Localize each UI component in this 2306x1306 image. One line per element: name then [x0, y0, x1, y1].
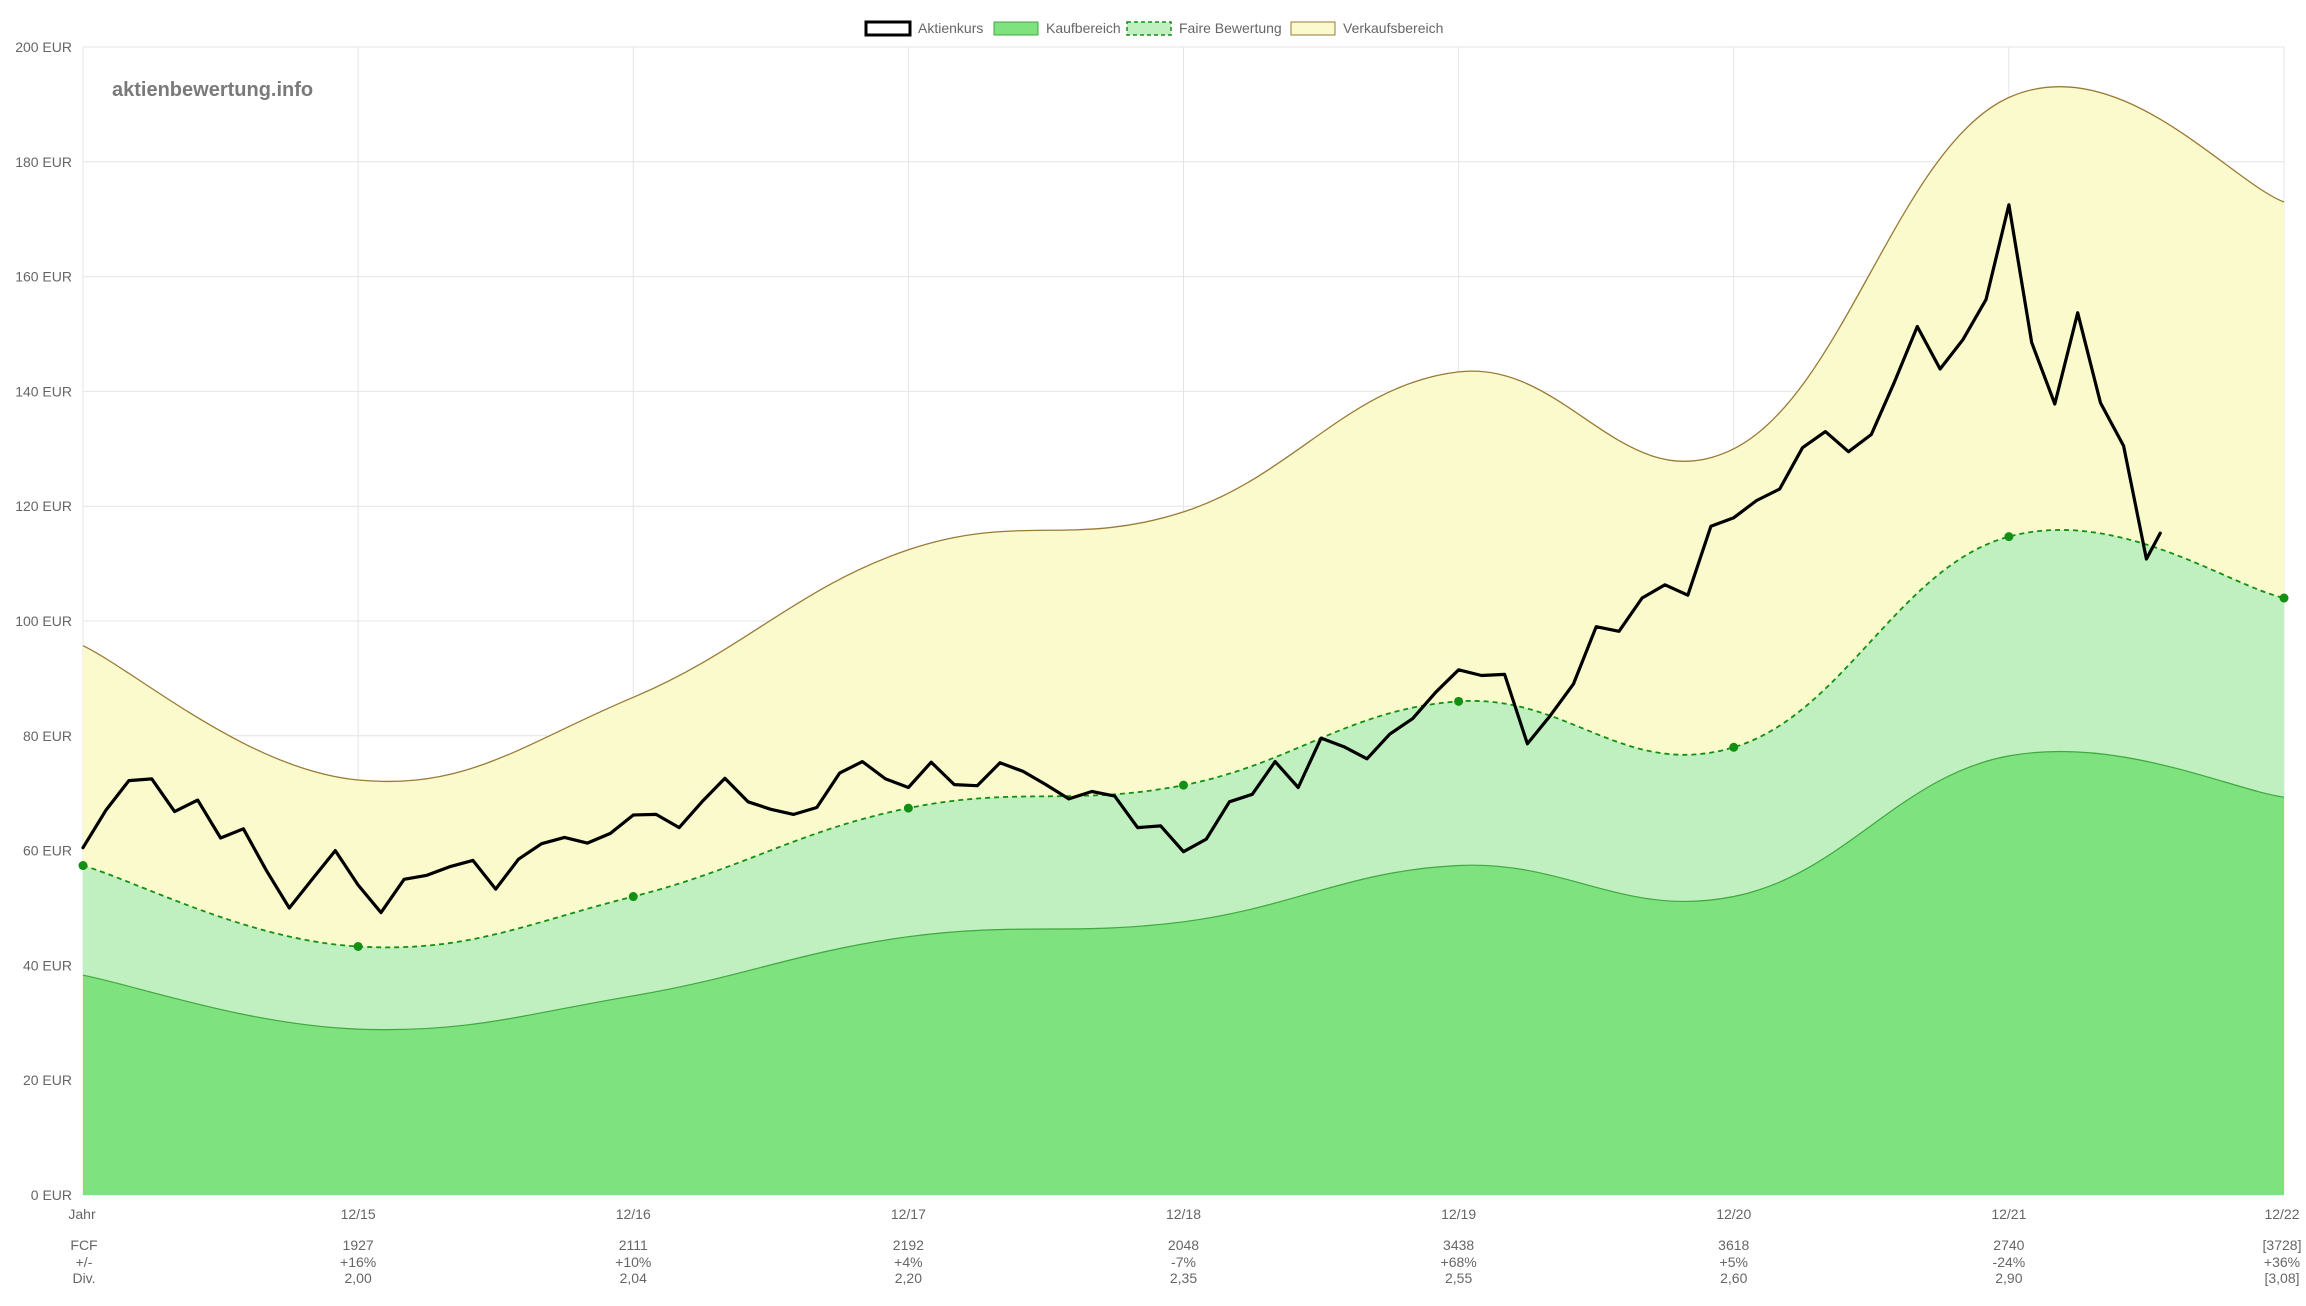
legend-swatch [1126, 21, 1172, 36]
x-tick-label: 12/16 [616, 1206, 651, 1222]
table-cell: 2,35 [1170, 1270, 1197, 1286]
x-tick-label: 12/17 [891, 1206, 926, 1222]
fair-value-point [903, 803, 913, 813]
table-cell: 2740 [1993, 1237, 2024, 1253]
point-layer [78, 532, 2289, 951]
table-cell: 2,00 [345, 1270, 372, 1286]
table-cell: +10% [615, 1254, 651, 1270]
legend-label: Verkaufsbereich [1343, 20, 1443, 36]
table-cell: 2,90 [1995, 1270, 2022, 1286]
y-tick-label: 120 EUR [15, 498, 72, 514]
y-tick-label: 100 EUR [15, 613, 72, 629]
table-cell: 1927 [343, 1237, 374, 1253]
fair-value-point [353, 941, 363, 951]
table-cell: [3728] [2263, 1237, 2302, 1253]
table-cell: 2,60 [1720, 1270, 1747, 1286]
table-cell: 2048 [1168, 1237, 1199, 1253]
legend-swatch [993, 21, 1039, 36]
table-cell: +16% [340, 1254, 376, 1270]
table-cell: 2,55 [1445, 1270, 1472, 1286]
x-tick-label: Jahr [68, 1206, 96, 1222]
buy-boundary-line [82, 750, 2285, 1031]
table-cell: +36% [2264, 1254, 2300, 1270]
y-tick-label: 20 EUR [23, 1072, 72, 1088]
table-cell: +4% [894, 1254, 922, 1270]
line-layer [81, 85, 2285, 1031]
y-tick-label: 80 EUR [23, 728, 72, 744]
fair-value-point [2004, 532, 2014, 542]
axis-layer: 0 EUR 20 EUR 40 EUR 60 EUR 80 EUR 100 EUR 120 … [15, 39, 2300, 1222]
legend-swatch [1290, 21, 1336, 36]
x-tick-label: 12/20 [1716, 1206, 1751, 1222]
fair-value-point [78, 861, 88, 871]
fair-value-point [1729, 742, 1739, 752]
legend: Aktienkurs Kaufbereich Faire Bewertung Verk… [864, 20, 1443, 37]
x-tick-label: 12/19 [1441, 1206, 1476, 1222]
table-cell: 3438 [1443, 1237, 1474, 1253]
fair-value-point [1179, 780, 1188, 790]
fair-value-point [1454, 696, 1464, 706]
y-tick-label: 40 EUR [23, 957, 72, 973]
table-cell: +68% [1441, 1254, 1477, 1270]
table-cell: +5% [1720, 1254, 1748, 1270]
y-tick-label: 0 EUR [31, 1187, 72, 1203]
x-tick-label: 12/18 [1166, 1206, 1201, 1222]
y-tick-label: 200 EUR [15, 39, 72, 55]
x-tick-label: 12/15 [341, 1206, 376, 1222]
x-tick-label: 12/22 [2264, 1206, 2299, 1222]
y-tick-label: 160 EUR [15, 269, 72, 285]
watermark-text: aktienbewertung.info [112, 79, 313, 101]
table-cell: 2111 [619, 1237, 648, 1253]
y-tick-label: 60 EUR [23, 843, 72, 859]
legend-label: Kaufbereich [1046, 20, 1121, 36]
table-cell: 2,20 [895, 1270, 922, 1286]
legend-label: Aktienkurs [918, 20, 983, 36]
table-row-label: Div. [72, 1270, 95, 1286]
legend-swatch [864, 20, 912, 37]
legend-label: Faire Bewertung [1179, 20, 1282, 36]
fair-value-line [82, 529, 2285, 949]
sell-boundary-line [82, 85, 2285, 783]
y-tick-label: 140 EUR [15, 383, 72, 399]
table-cell: -7% [1171, 1254, 1196, 1270]
stock-price-line [81, 203, 2162, 915]
fair-value-point [628, 892, 638, 902]
table-cell: 3618 [1718, 1237, 1749, 1253]
table-cell: -24% [1993, 1254, 2026, 1270]
buy-area [83, 751, 2284, 1195]
table-row-label: +/- [76, 1254, 93, 1270]
area-layer [83, 86, 2284, 1196]
table-row-label: FCF [70, 1237, 97, 1253]
y-tick-label: 180 EUR [15, 154, 72, 170]
data-table: FCF 1927 2111 2192 2048 3438 3618 2740 [3728] +/-… [70, 1237, 2301, 1286]
table-cell: 2192 [893, 1237, 924, 1253]
table-cell: [3,08] [2264, 1270, 2299, 1286]
x-tick-label: 12/21 [1991, 1206, 2026, 1222]
fair-value-point [2279, 593, 2289, 603]
table-cell: 2,04 [620, 1270, 647, 1286]
